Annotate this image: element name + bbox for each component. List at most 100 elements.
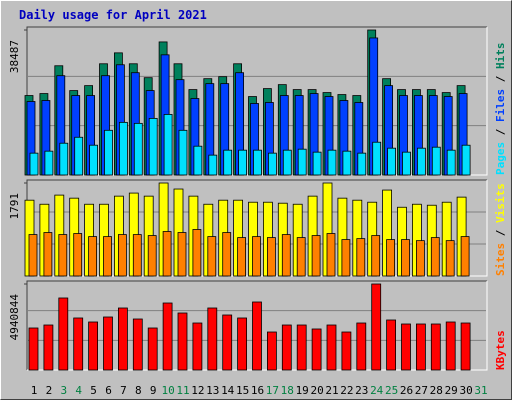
bar xyxy=(192,322,203,371)
x-tick-label: 25 xyxy=(385,384,398,397)
bar xyxy=(177,232,187,277)
legend: Pages / Files / Hits xyxy=(494,43,507,176)
bar xyxy=(163,114,173,176)
x-tick-label: 26 xyxy=(400,384,413,397)
bar xyxy=(223,149,233,176)
bar xyxy=(88,321,98,371)
bar xyxy=(266,331,277,371)
bar xyxy=(104,129,113,176)
bar xyxy=(43,324,54,371)
bar xyxy=(311,328,322,371)
bar xyxy=(208,154,218,176)
x-tick-label: 30 xyxy=(459,384,472,397)
x-tick-label: 27 xyxy=(415,384,428,397)
bar xyxy=(387,147,397,176)
x-tick-label: 11 xyxy=(176,384,189,397)
bar xyxy=(89,144,98,176)
bar xyxy=(371,235,381,277)
x-tick-label: 3 xyxy=(60,384,67,397)
bar xyxy=(297,148,307,176)
bar xyxy=(357,152,367,176)
bar xyxy=(356,238,366,277)
bar xyxy=(147,327,158,371)
x-tick-label: 1 xyxy=(31,384,38,397)
x-tick-label: 21 xyxy=(325,384,338,397)
bar xyxy=(282,149,292,176)
legend-entry: Files xyxy=(494,89,507,122)
legend-separator: / xyxy=(494,122,507,142)
x-tick-label: 31 xyxy=(474,384,487,397)
x-tick-label: 20 xyxy=(310,384,323,397)
x-tick-label: 28 xyxy=(430,384,443,397)
bar xyxy=(147,235,157,277)
bar xyxy=(58,297,69,371)
bar xyxy=(133,122,143,176)
legend: Sites / Visits xyxy=(494,183,507,276)
bar xyxy=(342,150,352,176)
bar xyxy=(207,307,218,371)
x-tick-label: 29 xyxy=(445,384,458,397)
bar xyxy=(192,229,202,277)
bar xyxy=(416,147,426,176)
bar xyxy=(118,234,127,277)
bar xyxy=(401,323,411,371)
bar xyxy=(431,146,441,176)
x-tick-label: 13 xyxy=(206,384,219,397)
bar xyxy=(415,323,426,371)
x-tick-label: 9 xyxy=(150,384,157,397)
x-tick-label: 2 xyxy=(46,384,53,397)
x-tick-label: 22 xyxy=(340,384,353,397)
legend-separator: / xyxy=(494,69,507,89)
legend-entry: Visits xyxy=(494,183,507,223)
x-tick-label: 6 xyxy=(105,384,112,397)
bar xyxy=(253,149,262,176)
bar xyxy=(28,234,38,277)
bar xyxy=(445,240,455,277)
bar xyxy=(415,240,425,277)
bar xyxy=(446,149,456,176)
x-tick-label: 7 xyxy=(120,384,127,397)
bar xyxy=(162,231,172,277)
bar xyxy=(237,237,247,277)
bar xyxy=(266,237,276,277)
bar xyxy=(312,151,322,176)
bar xyxy=(178,129,188,176)
x-tick-label: 10 xyxy=(161,384,174,397)
bar xyxy=(371,283,382,371)
bar xyxy=(207,236,217,277)
bar xyxy=(326,233,336,277)
bar xyxy=(296,324,307,371)
bar xyxy=(132,318,143,371)
bar xyxy=(59,142,69,176)
bar xyxy=(103,236,112,277)
bar xyxy=(281,234,291,277)
bar xyxy=(252,236,261,277)
legend-entry: Pages xyxy=(494,142,507,175)
bar xyxy=(88,236,97,277)
plot-bevel xyxy=(26,280,487,370)
x-tick-label: 16 xyxy=(251,384,264,397)
x-tick-label: 19 xyxy=(296,384,309,397)
bar xyxy=(296,237,306,277)
bar xyxy=(372,141,382,176)
bar xyxy=(356,322,367,371)
bar xyxy=(238,149,248,176)
y-tick-label: 4940844 xyxy=(8,294,21,341)
bar xyxy=(460,236,470,277)
x-tick-label: 4 xyxy=(75,384,82,397)
legend-entry: KBytes xyxy=(494,330,507,370)
bar xyxy=(162,302,173,371)
bar xyxy=(461,144,471,176)
x-tick-label: 24 xyxy=(370,384,384,397)
bar xyxy=(177,312,188,371)
legend-separator: / xyxy=(494,223,507,243)
bar xyxy=(58,234,68,277)
bar xyxy=(43,232,53,277)
bar xyxy=(103,316,113,371)
bar xyxy=(28,327,39,371)
bar xyxy=(118,307,128,371)
x-tick-label: 17 xyxy=(266,384,279,397)
bar xyxy=(237,317,248,371)
bar xyxy=(148,117,158,176)
